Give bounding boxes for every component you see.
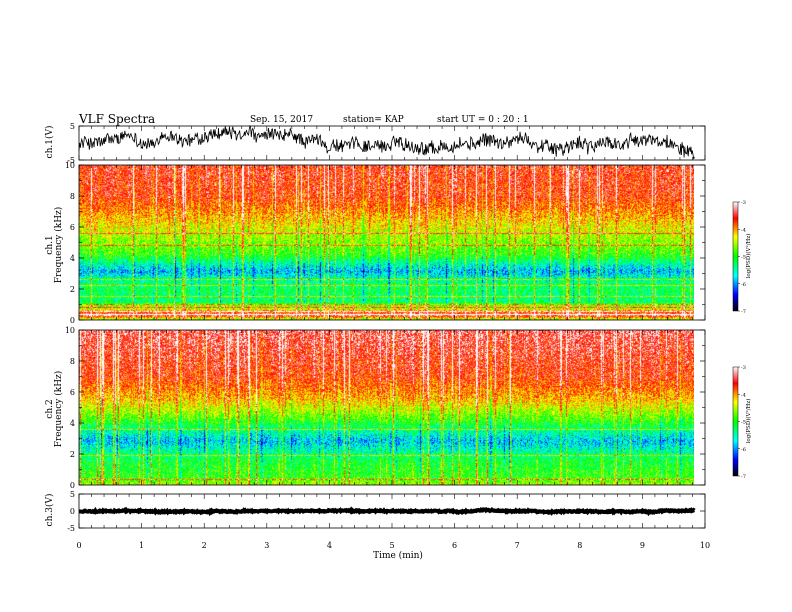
y-tick-label: 10 <box>65 326 75 335</box>
panel-waveform-ch3: 50-50 1 2 3 4 5 6 7 8 9 10 <box>67 490 710 550</box>
ylabel-ch3-voltage: ch.3(V) <box>44 494 55 527</box>
x-tick-label: 5 <box>389 541 394 550</box>
x-tick-label: 4 <box>327 541 332 550</box>
y-tick-label: -5 <box>67 156 75 165</box>
spectrogram-ch2-image <box>79 330 694 485</box>
colorbar-tick-label: -5 <box>741 255 746 261</box>
panel-spectrogram-ch2: 0 2 4 6 8 10 <box>65 326 706 490</box>
colorbar-tick-label: -7 <box>741 309 746 315</box>
spectrogram-ch1-image <box>79 165 694 320</box>
y-tick-label: 8 <box>70 357 75 366</box>
waveform-line <box>78 124 695 160</box>
colorbar-tick-label: -4 <box>741 392 746 398</box>
y-tick-label: 10 <box>65 161 75 170</box>
y-tick-label: 0 <box>70 316 75 325</box>
x-tick-label: 7 <box>515 541 520 550</box>
header-station: station= KAP <box>343 115 404 125</box>
ylabel-spec2-frequency: Frequency (kHz) <box>53 371 64 448</box>
colorbar-ch1-bar <box>732 201 739 312</box>
colorbar-ch1: log(PSD)(V²/Hz) -3 -4 -5 -6 -7 <box>732 200 752 315</box>
y-tick-label: 0 <box>70 507 75 516</box>
colorbar-ch1-label: log(PSD)(V²/Hz) <box>745 234 752 279</box>
colorbar-ch2: log(PSD)(V²/Hz) -3 -4 -5 -6 -7 <box>732 365 752 480</box>
y-tick-label: 6 <box>70 223 75 232</box>
x-tick-label: 8 <box>577 541 582 550</box>
colorbar-ch2-label: log(PSD)(V²/Hz) <box>745 399 752 444</box>
colorbar-tick-label: -3 <box>741 200 746 206</box>
header-date: Sep. 15, 2017 <box>250 115 313 125</box>
x-tick-label: 2 <box>202 541 207 550</box>
y-tick-label: 5 <box>70 490 75 499</box>
y-tick-label: -5 <box>67 524 75 533</box>
y-tick-label: 8 <box>70 192 75 201</box>
spec1-channel-label: ch.1 <box>45 235 55 254</box>
x-tick-label: 1 <box>139 541 144 550</box>
header-start-ut: start UT = 0 : 20 : 1 <box>437 115 529 125</box>
x-tick-label: 10 <box>700 541 710 550</box>
y-tick-label: 4 <box>70 419 75 428</box>
colorbar-tick-label: -4 <box>741 227 746 233</box>
x-tick-label: 0 <box>76 541 81 550</box>
x-tick-label: 9 <box>640 541 645 550</box>
panel-spectrogram-ch1: 0 2 4 6 8 10 <box>65 161 706 325</box>
colorbar-tick-label: -6 <box>741 282 746 288</box>
colorbar-tick-label: -3 <box>741 365 746 371</box>
ylabel-ch1-voltage: ch.1(V) <box>44 126 55 159</box>
xlabel-time: Time (min) <box>373 550 423 561</box>
y-tick-label: 2 <box>70 450 75 459</box>
y-tick-label: 5 <box>70 122 75 131</box>
y-tick-label: 6 <box>70 388 75 397</box>
waveform-line <box>78 506 696 517</box>
panel-waveform-ch1: 5 -5 <box>67 122 706 165</box>
colorbar-tick-label: -5 <box>741 420 746 426</box>
panel-frame <box>78 125 706 161</box>
chart-title: VLF Spectra <box>78 112 155 126</box>
colorbar-tick-label: -6 <box>741 447 746 453</box>
colorbar-tick-label: -7 <box>741 474 746 480</box>
y-tick-label: 2 <box>70 285 75 294</box>
y-tick-label: 4 <box>70 254 75 263</box>
y-tick-label: 0 <box>70 481 75 490</box>
x-tick-label: 6 <box>452 541 457 550</box>
ylabel-spec1-frequency: Frequency (kHz) <box>53 207 64 284</box>
colorbar-ch2-bar <box>732 366 739 477</box>
x-tick-label: 3 <box>264 541 269 550</box>
spec2-channel-label: ch.2 <box>45 399 55 418</box>
